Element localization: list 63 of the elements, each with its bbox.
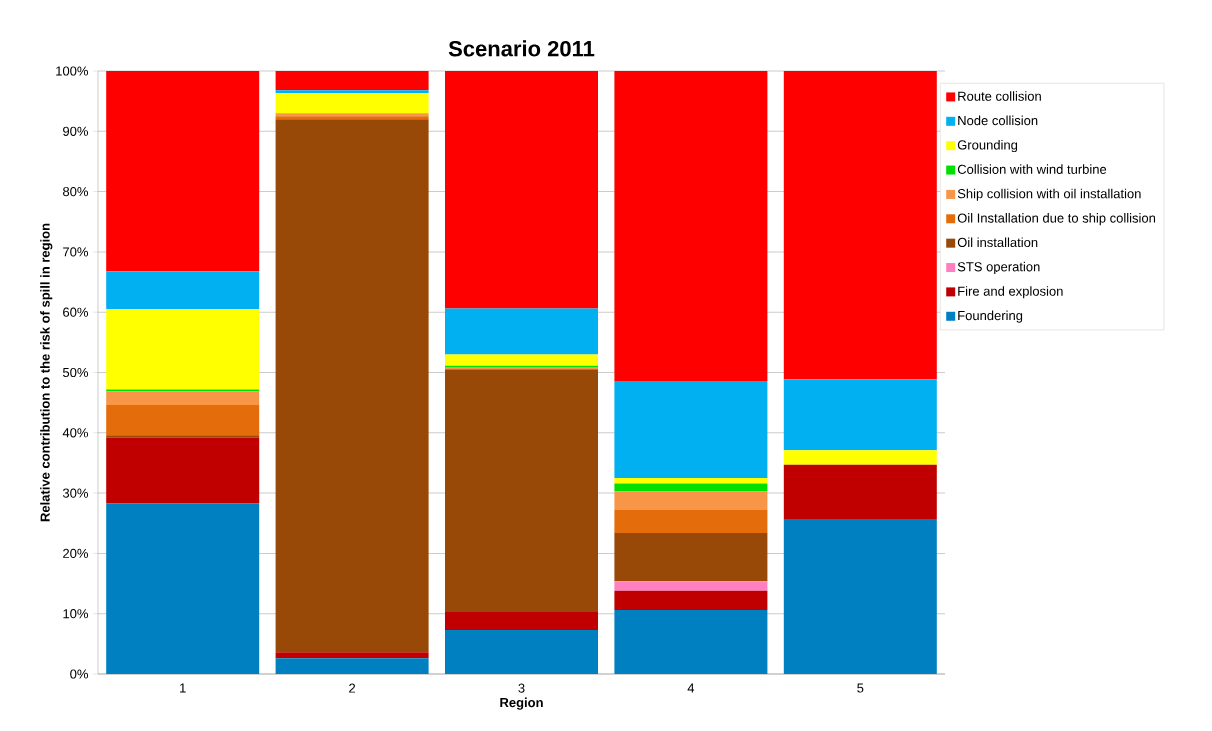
x-axis-title: Region bbox=[500, 697, 543, 710]
legend-label: Oil Installation due to ship collision bbox=[957, 213, 1156, 226]
chart-title: Scenario 2011 bbox=[448, 40, 595, 57]
legend-label: Fire and explosion bbox=[958, 286, 1063, 299]
bar bbox=[275, 652, 429, 659]
bar bbox=[106, 391, 260, 406]
bar bbox=[445, 70, 598, 309]
bar bbox=[106, 70, 260, 272]
x-tick-label: 3 bbox=[518, 683, 525, 693]
legend-label: Collision with wind turbine bbox=[957, 164, 1107, 174]
y-tick-label: 40% bbox=[62, 428, 89, 438]
bar bbox=[445, 370, 598, 612]
bar bbox=[614, 509, 768, 533]
bar bbox=[106, 309, 260, 390]
legend-label: Ship collision with oil installation bbox=[957, 188, 1141, 201]
bar bbox=[106, 271, 260, 310]
y-axis-title: Relative contribution to the risk of spill in region bbox=[40, 223, 53, 522]
bar bbox=[445, 354, 598, 366]
bar bbox=[614, 590, 768, 611]
x-tick-label: 2 bbox=[349, 683, 356, 693]
bar bbox=[783, 450, 937, 465]
y-tick-label: 10% bbox=[63, 609, 89, 619]
legend-label: Foundering bbox=[958, 310, 1023, 323]
y-tick-label: 20% bbox=[63, 548, 89, 558]
y-tick-label: 70% bbox=[63, 247, 89, 257]
bar bbox=[614, 483, 768, 492]
bar bbox=[275, 658, 429, 674]
bar bbox=[275, 119, 429, 653]
y-tick-label: 100% bbox=[56, 66, 89, 76]
legend-label: Grounding bbox=[957, 139, 1018, 153]
bar bbox=[106, 437, 260, 504]
legend-label: Node collision bbox=[958, 115, 1038, 126]
bar bbox=[783, 379, 937, 451]
x-tick-label: 5 bbox=[857, 683, 864, 693]
legend-label: Oil installation bbox=[957, 237, 1038, 248]
bar bbox=[106, 503, 260, 674]
bar bbox=[275, 90, 429, 94]
y-tick-label: 90% bbox=[63, 126, 89, 136]
y-tick-label: 0% bbox=[70, 669, 89, 679]
bar bbox=[106, 435, 260, 438]
y-tick-label: 80% bbox=[63, 186, 89, 197]
legend-label: Route collision bbox=[958, 91, 1041, 101]
legend-label: STS operation bbox=[957, 261, 1040, 274]
bar bbox=[275, 70, 429, 91]
y-tick-label: 30% bbox=[62, 488, 89, 498]
bar bbox=[783, 519, 937, 674]
bar bbox=[445, 611, 598, 630]
bar bbox=[614, 380, 768, 479]
bar bbox=[783, 464, 937, 520]
x-tick-label: 1 bbox=[180, 683, 186, 693]
y-tick-label: 60% bbox=[63, 307, 89, 317]
bar bbox=[614, 610, 768, 674]
bar bbox=[445, 308, 598, 355]
bar bbox=[614, 478, 768, 484]
y-tick-label: 50% bbox=[62, 367, 89, 378]
bar bbox=[445, 629, 598, 674]
bar bbox=[614, 70, 768, 381]
x-tick-label: 4 bbox=[687, 683, 695, 693]
bar bbox=[614, 532, 768, 582]
bar bbox=[106, 405, 260, 436]
bar bbox=[614, 581, 768, 591]
bar bbox=[275, 93, 429, 114]
bar bbox=[614, 491, 768, 510]
